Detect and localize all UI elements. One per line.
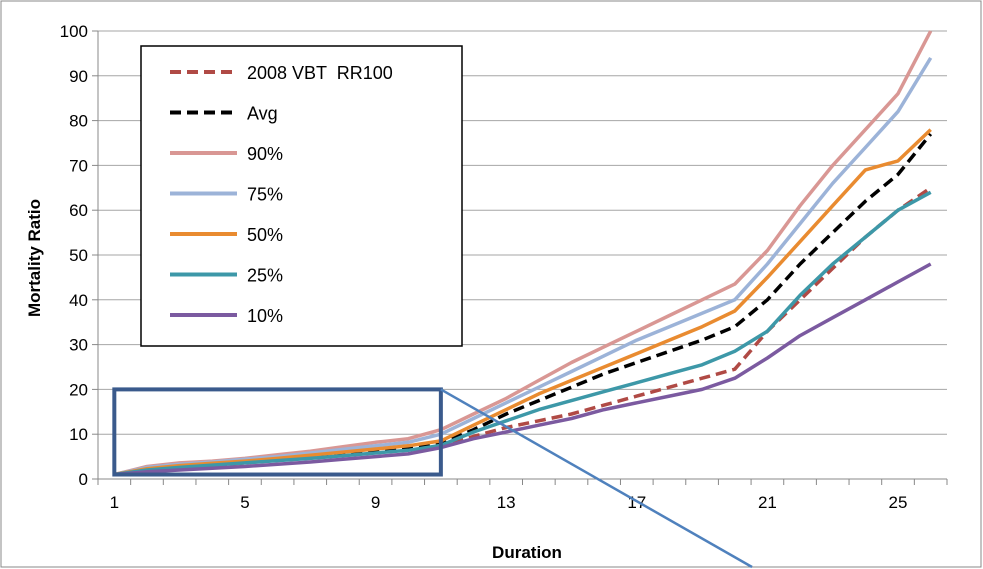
x-tick-label-25: 25 (889, 493, 908, 512)
legend-label-0: 2008 VBT RR100 (247, 63, 393, 83)
y-tick-label-70: 70 (69, 156, 88, 175)
y-tick-label-0: 0 (79, 470, 88, 489)
y-tick-label-40: 40 (69, 291, 88, 310)
y-tick-label-50: 50 (69, 246, 88, 265)
y-tick-label-80: 80 (69, 112, 88, 131)
series-line-3 (113, 56, 933, 477)
x-tick-label-21: 21 (758, 493, 777, 512)
zoom-highlight-box (112, 387, 443, 477)
series-line-6 (114, 262, 932, 477)
series-line-5 (114, 190, 932, 477)
callout-line (440, 388, 753, 569)
legend-label-1: Avg (247, 104, 278, 124)
legend-box (140, 45, 463, 347)
x-tick-label-1: 1 (110, 493, 119, 512)
y-tick-label-100: 100 (60, 22, 88, 41)
legend-label-3: 75% (247, 185, 283, 205)
legend-label-2: 90% (247, 144, 283, 164)
y-tick-label-60: 60 (69, 201, 88, 220)
x-tick-label-5: 5 (240, 493, 249, 512)
legend-label-5: 25% (247, 266, 283, 286)
y-axis-title: Mortality Ratio (25, 199, 44, 317)
x-tick-label-13: 13 (497, 493, 516, 512)
x-axis-title: Duration (492, 543, 562, 562)
legend-label-6: 10% (247, 306, 283, 326)
y-tick-label-20: 20 (69, 380, 88, 399)
y-tick-label-10: 10 (69, 425, 88, 444)
x-tick-label-9: 9 (371, 493, 380, 512)
y-tick-label-30: 30 (69, 336, 88, 355)
y-tick-label-90: 90 (69, 67, 88, 86)
series-line-4 (113, 128, 932, 477)
legend-label-4: 50% (247, 225, 283, 245)
